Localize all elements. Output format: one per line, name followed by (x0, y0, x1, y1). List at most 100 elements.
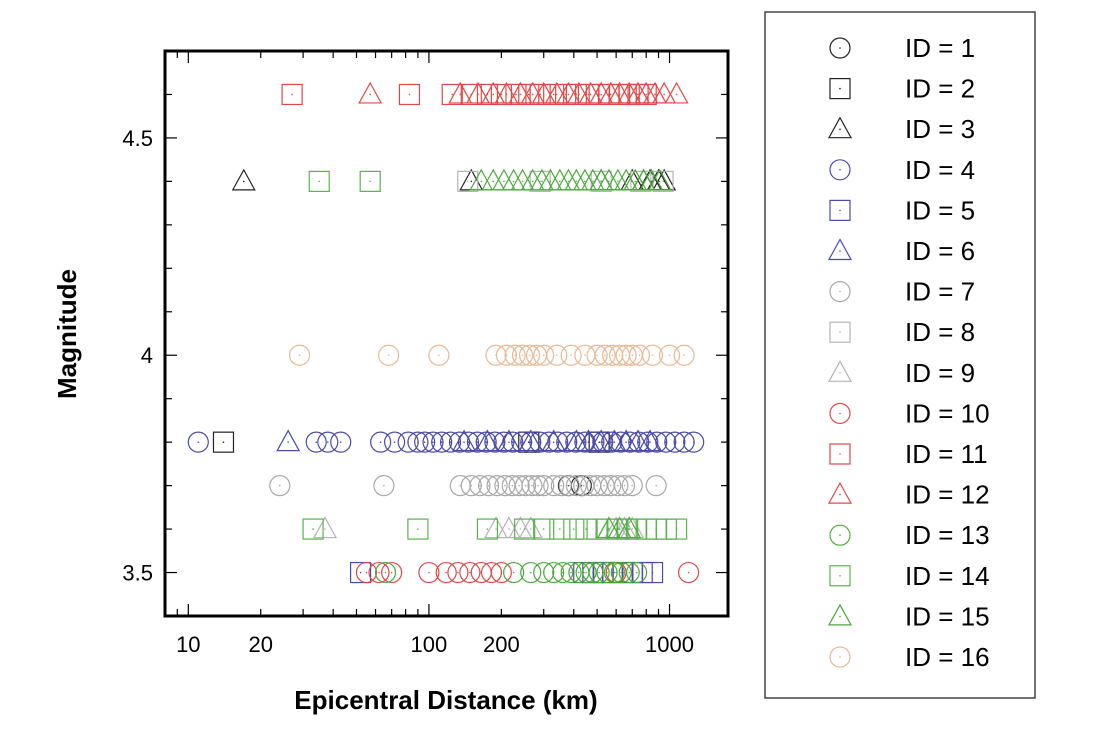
y-axis-ticks: 3.5 4 4.5 (122, 93, 728, 586)
legend-label-2: ID = 2 (905, 74, 975, 104)
data-point-9-center (324, 528, 326, 530)
data-point-16 (518, 344, 541, 366)
data-point-4 (187, 431, 209, 453)
data-point-13-center (529, 571, 532, 574)
legend-label-12: ID = 12 (905, 480, 990, 510)
data-point-16-center (596, 354, 598, 357)
data-point-12-center (618, 93, 621, 96)
data-point-15-center (617, 180, 619, 183)
data-point-10 (677, 561, 700, 584)
data-point-6-center (649, 441, 651, 443)
data-point-7-center (603, 484, 605, 487)
data-point-12-center (477, 93, 479, 96)
data-point-4 (305, 431, 327, 453)
data-point-7-center (655, 484, 657, 487)
data-point-4-center (339, 441, 342, 443)
data-point-3-center (663, 180, 665, 183)
data-point-14-center (585, 528, 587, 530)
data-point-6-center (463, 441, 465, 443)
legend: ID = 1 ID = 2 ID = 3 ID = 4 ID = 5 ID = 6 ID =… (827, 33, 990, 672)
data-point-7-center (496, 484, 498, 487)
x-tick-label: 10 (176, 632, 200, 657)
data-point-4-center (476, 441, 479, 443)
data-point-12-center (663, 93, 665, 96)
data-point-16-center (387, 354, 390, 357)
x-tick-label: 20 (249, 632, 273, 657)
legend-marker-6-center (839, 250, 841, 252)
data-point-10-center (457, 571, 459, 574)
data-point-13-center (606, 571, 608, 574)
data-point-7 (600, 475, 622, 497)
data-point-4-center (393, 441, 396, 443)
legend-marker-4 (829, 159, 851, 181)
data-point-15-center (625, 180, 627, 183)
data-point-16 (560, 344, 582, 366)
legend-label-13: ID = 13 (905, 520, 990, 550)
data-point-15-center (628, 528, 631, 530)
data-point-14 (514, 518, 536, 540)
legend-label-6: ID = 6 (905, 236, 975, 266)
data-point-7-center (596, 484, 598, 487)
legend-label-9: ID = 9 (905, 358, 975, 388)
legend-label-8: ID = 8 (905, 317, 975, 347)
data-point-4 (592, 431, 614, 453)
data-point-12 (566, 81, 591, 104)
y-axis-title: Magnitude (52, 269, 82, 399)
legend-marker-1 (829, 37, 851, 59)
data-point-5-center (651, 571, 654, 574)
data-point-14-center (312, 528, 314, 530)
data-point-14-center (318, 180, 321, 183)
data-point-12 (520, 81, 545, 104)
data-point-16-center (521, 354, 524, 357)
data-point-16 (428, 344, 450, 366)
data-point-11 (441, 83, 463, 106)
data-point-16 (615, 344, 637, 366)
data-point-15-center (549, 180, 552, 183)
data-point-7-center (609, 484, 612, 487)
data-point-10 (447, 561, 469, 584)
legend-marker-2-center (839, 87, 841, 90)
data-point-7-center (487, 484, 490, 487)
data-point-4 (529, 431, 551, 453)
data-point-13-center (635, 571, 638, 574)
data-point-11-center (575, 93, 578, 96)
data-point-13-center (628, 571, 631, 574)
data-point-6-center (529, 441, 532, 443)
data-point-4 (610, 431, 632, 453)
plot-frame (163, 49, 730, 618)
data-point-13 (552, 561, 574, 584)
data-point-10-center (378, 571, 380, 574)
data-point-14 (596, 518, 618, 540)
data-point-14 (549, 518, 571, 540)
data-point-6-center (486, 441, 489, 443)
data-point-16 (628, 344, 651, 366)
data-point-13 (503, 561, 525, 584)
data-point-14-center (626, 528, 629, 530)
data-point-14 (407, 518, 429, 540)
data-point-15-center (480, 180, 483, 183)
data-point-7-center (479, 484, 481, 487)
data-point-16-center (611, 354, 614, 357)
y-tick-label: 4 (141, 343, 153, 368)
data-point-16-center (298, 354, 301, 357)
data-point-15-center (642, 180, 645, 183)
data-point-4-center (601, 441, 604, 443)
data-point-5 (349, 561, 372, 584)
data-point-4 (520, 431, 542, 453)
data-point-12-center (609, 93, 612, 96)
data-point-15-center (608, 528, 610, 530)
data-point-12-center (505, 93, 508, 96)
data-point-7 (645, 475, 667, 497)
data-point-6-center (613, 441, 616, 443)
data-point-12-center (600, 93, 602, 96)
legend-label-11: ID = 11 (905, 439, 988, 469)
data-point-15-center (559, 180, 561, 183)
data-point-8 (457, 170, 479, 192)
data-point-7-center (459, 484, 462, 487)
legend-marker-3 (827, 116, 853, 139)
data-point-11 (565, 83, 587, 106)
data-point-12-center (628, 93, 631, 96)
data-point-13-center (570, 571, 572, 574)
legend-marker-14 (829, 565, 851, 587)
data-point-14-center (486, 528, 489, 530)
